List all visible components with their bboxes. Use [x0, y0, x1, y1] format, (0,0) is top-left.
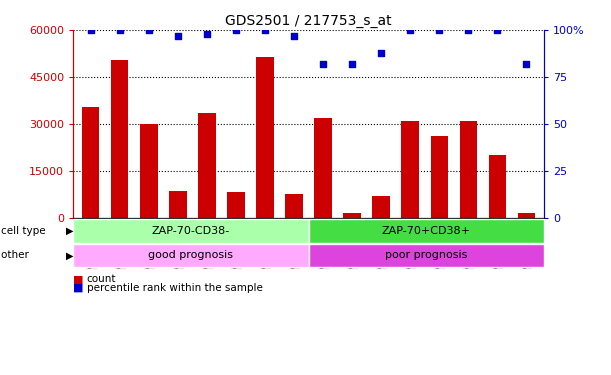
- Bar: [315, 117, 332, 218]
- Text: ■: ■: [73, 283, 84, 292]
- Bar: [518, 213, 535, 217]
- Point: [289, 33, 299, 39]
- Point: [231, 27, 241, 33]
- Bar: [256, 57, 274, 217]
- Point: [144, 27, 154, 33]
- Text: good prognosis: good prognosis: [148, 251, 233, 260]
- Bar: [431, 136, 448, 218]
- Point: [173, 33, 183, 39]
- Bar: [459, 121, 477, 218]
- Text: count: count: [87, 274, 116, 284]
- Text: ▶: ▶: [66, 251, 73, 260]
- Bar: [82, 106, 100, 218]
- Text: cell type: cell type: [1, 226, 48, 236]
- Point: [492, 27, 502, 33]
- Bar: [285, 194, 302, 217]
- Bar: [227, 192, 244, 217]
- Bar: [198, 113, 216, 218]
- Bar: [169, 191, 186, 217]
- Point: [405, 27, 415, 33]
- Bar: [140, 124, 158, 218]
- Text: ▶: ▶: [66, 226, 73, 236]
- Point: [376, 50, 386, 55]
- Bar: [111, 60, 128, 217]
- Bar: [489, 155, 506, 218]
- Text: other: other: [1, 251, 32, 260]
- Point: [521, 61, 531, 67]
- Point: [115, 27, 125, 33]
- Text: ■: ■: [73, 274, 84, 284]
- Text: percentile rank within the sample: percentile rank within the sample: [87, 283, 263, 292]
- Point: [318, 61, 328, 67]
- Bar: [401, 121, 419, 218]
- Text: ZAP-70-CD38-: ZAP-70-CD38-: [152, 226, 230, 236]
- Point: [463, 27, 473, 33]
- Point: [260, 27, 270, 33]
- Title: GDS2501 / 217753_s_at: GDS2501 / 217753_s_at: [225, 13, 392, 28]
- Bar: [343, 213, 361, 217]
- Text: poor prognosis: poor prognosis: [385, 251, 467, 260]
- Point: [347, 61, 357, 67]
- Text: ZAP-70+CD38+: ZAP-70+CD38+: [382, 226, 470, 236]
- Point: [86, 27, 96, 33]
- Point: [434, 27, 444, 33]
- Point: [202, 31, 212, 37]
- Bar: [373, 196, 390, 217]
